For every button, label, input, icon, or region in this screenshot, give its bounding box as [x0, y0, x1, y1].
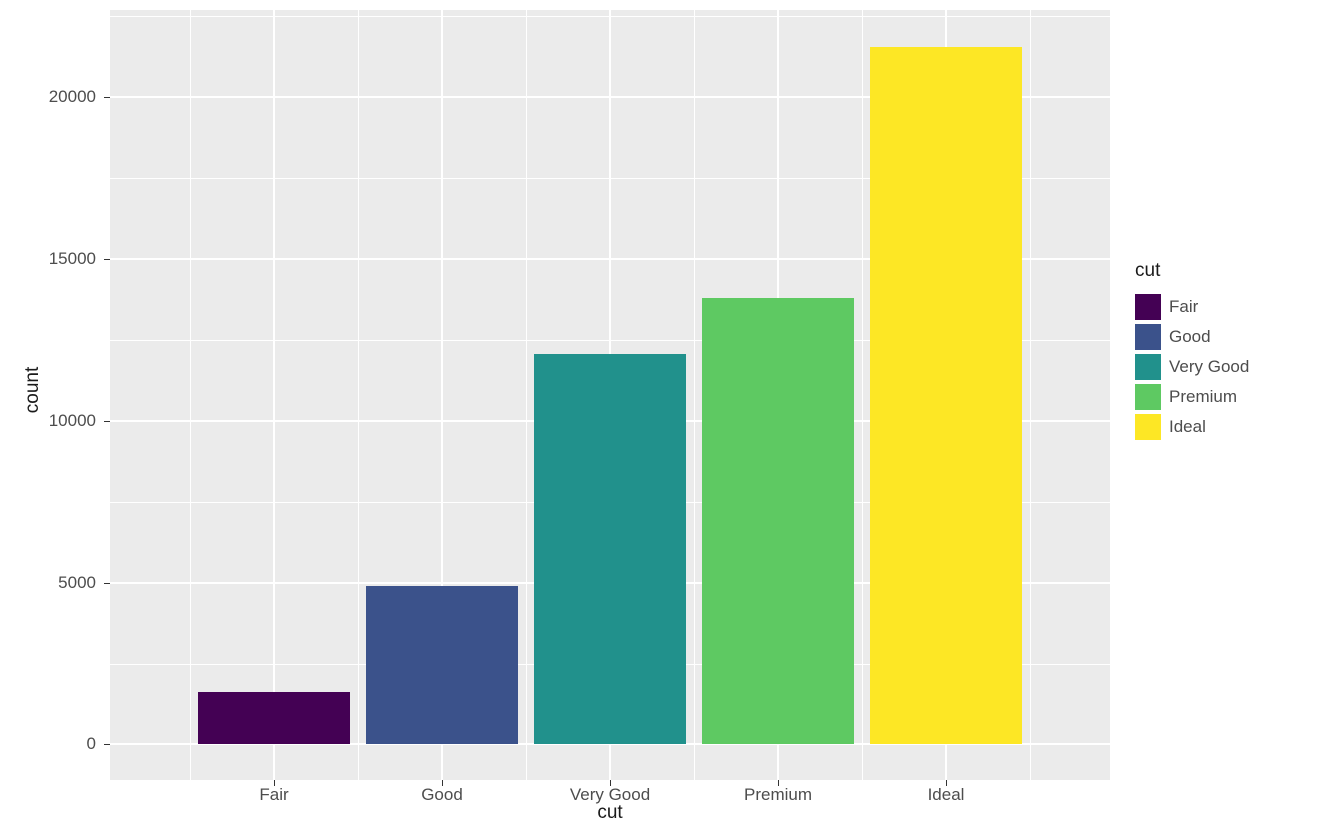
x-axis-title: cut	[110, 802, 1110, 824]
y-tick-mark	[104, 744, 110, 745]
legend-label: Fair	[1169, 297, 1198, 317]
y-axis-title: count	[18, 0, 48, 780]
y-tick-mark	[104, 259, 110, 260]
legend-swatch	[1135, 294, 1161, 320]
bar-ideal	[870, 47, 1021, 744]
legend-label: Premium	[1169, 387, 1237, 407]
legend-swatch	[1135, 324, 1161, 350]
legend-item: Good	[1135, 322, 1325, 352]
y-tick-label: 0	[87, 734, 96, 754]
y-axis-title-text: count	[22, 367, 44, 413]
legend-label: Ideal	[1169, 417, 1206, 437]
y-tick-labels: 0 5000 10000 15000 20000	[48, 0, 104, 780]
y-tick-mark	[104, 97, 110, 98]
legend-swatch	[1135, 384, 1161, 410]
legend-item: Fair	[1135, 292, 1325, 322]
y-tick-mark	[104, 583, 110, 584]
bar-very-good	[534, 354, 685, 745]
legend-swatch	[1135, 354, 1161, 380]
legend-label: Good	[1169, 327, 1211, 347]
y-tick-mark	[104, 421, 110, 422]
grid-major-v	[273, 10, 275, 780]
chart-container: count 0 5000 10000 15000 20000 Fair Good Very …	[0, 0, 1344, 830]
bar-fair	[198, 692, 349, 744]
x-axis-title-text: cut	[597, 802, 622, 823]
y-tick-label: 5000	[58, 573, 96, 593]
y-tick-label: 20000	[49, 87, 96, 107]
legend-item: Very Good	[1135, 352, 1325, 382]
bar-good	[366, 586, 517, 745]
legend-item: Premium	[1135, 382, 1325, 412]
legend-label: Very Good	[1169, 357, 1249, 377]
plot-area	[110, 10, 1110, 780]
legend-swatch	[1135, 414, 1161, 440]
y-tick-label: 10000	[49, 411, 96, 431]
legend-item: Ideal	[1135, 412, 1325, 442]
bar-premium	[702, 298, 853, 744]
legend-title: cut	[1135, 260, 1325, 282]
y-tick-label: 15000	[49, 249, 96, 269]
legend: cut Fair Good Very Good Premium Ideal	[1135, 260, 1325, 442]
